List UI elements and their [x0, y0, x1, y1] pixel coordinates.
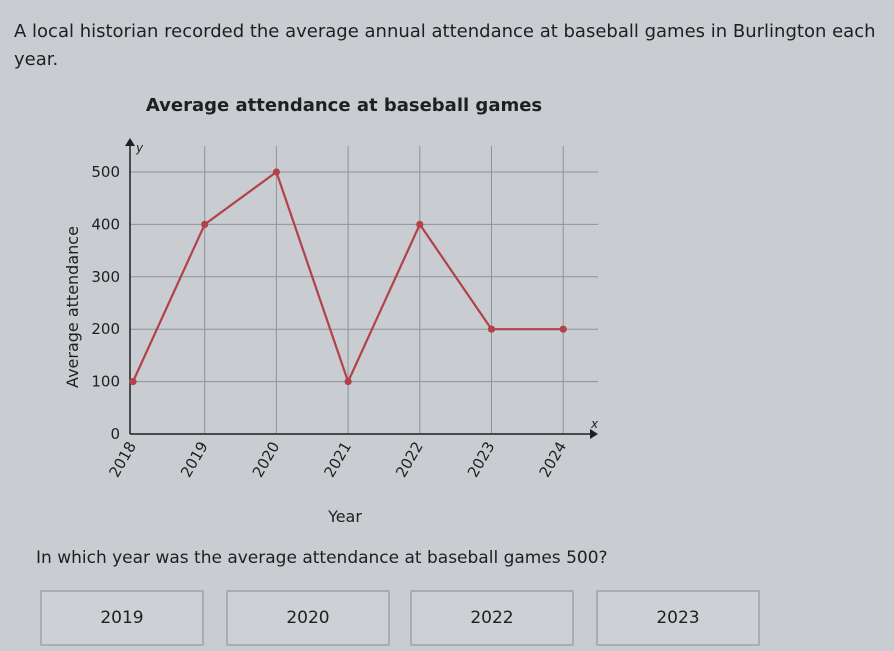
y-axis-name: y: [135, 141, 144, 155]
x-tick-labels: 2018 2019 2020 2021 2022 2023 2024: [105, 438, 570, 480]
line-segment-2021-2022: [347, 223, 421, 383]
x-tick-label-2018: 2018: [105, 438, 140, 480]
question-prompt: In which year was the average attendance…: [36, 548, 608, 568]
series-line: [131, 170, 565, 383]
choice-button-4[interactable]: 2023: [596, 590, 760, 646]
line-segment-2020-2021: [275, 170, 350, 383]
data-point-2023: [487, 325, 496, 333]
series-points: [129, 168, 567, 386]
chart-axes: [125, 138, 598, 439]
y-tick-label-200: 200: [91, 320, 120, 338]
chart-title: Average attendance at baseball games: [146, 95, 542, 116]
choice-button-2[interactable]: 2020: [226, 590, 390, 646]
line-chart: Average attendance at baseball games 0 10…: [63, 95, 599, 526]
question-intro: A local historian recorded the average a…: [14, 21, 876, 70]
y-tick-label-300: 300: [91, 268, 120, 286]
x-axis-arrow: [590, 429, 598, 439]
data-point-2021: [344, 378, 352, 386]
data-point-2019: [201, 220, 209, 228]
x-tick-label-2024: 2024: [536, 438, 571, 480]
x-axis-label: Year: [327, 507, 362, 526]
x-tick-label-2021: 2021: [320, 438, 355, 480]
y-axis-label: Average attendance: [63, 226, 82, 388]
x-axis-name: x: [590, 417, 599, 431]
line-segment-2022-2023: [418, 223, 493, 331]
line-segment-2018-2019: [131, 223, 206, 383]
y-tick-labels: 0 100 200 300 400 500: [91, 163, 120, 443]
choice-button-3[interactable]: 2022: [410, 590, 574, 646]
data-point-2018: [129, 378, 137, 386]
x-tick-label-2019: 2019: [177, 438, 212, 480]
x-tick-label-2023: 2023: [464, 438, 499, 480]
x-tick-label-2020: 2020: [249, 438, 284, 480]
y-axis-arrow: [125, 138, 135, 146]
y-tick-label-0: 0: [110, 425, 120, 443]
chart-grid: [130, 146, 598, 434]
y-tick-label-500: 500: [91, 163, 120, 181]
x-tick-label-2022: 2022: [392, 438, 427, 480]
data-point-2022: [416, 220, 424, 228]
y-tick-label-100: 100: [91, 373, 120, 391]
choice-button-1[interactable]: 2019: [40, 590, 204, 646]
data-point-2024: [559, 325, 567, 333]
line-segment-2019-2020: [203, 170, 278, 226]
data-point-2020: [272, 168, 280, 176]
y-tick-label-400: 400: [91, 215, 120, 233]
